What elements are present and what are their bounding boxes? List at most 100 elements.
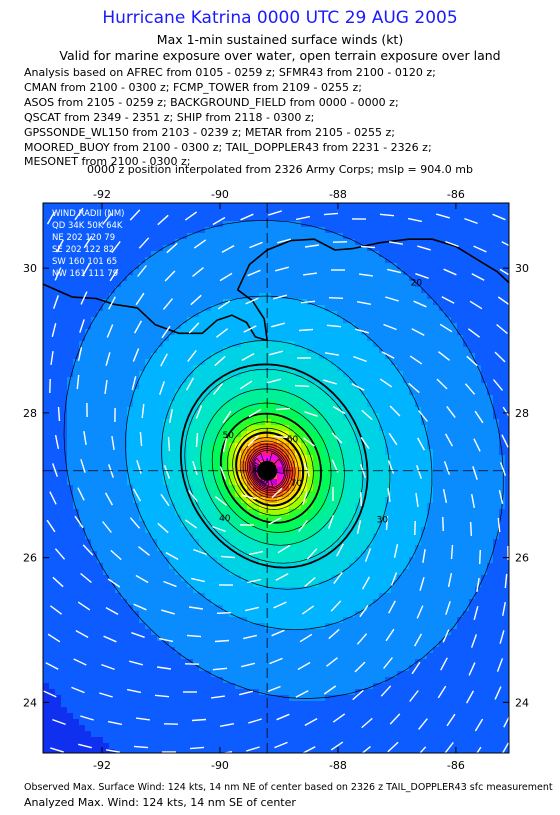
field-cell — [175, 425, 182, 432]
field-cell — [505, 293, 509, 300]
field-cell — [79, 227, 86, 234]
field-cell — [163, 389, 170, 396]
field-cell — [181, 413, 188, 420]
field-cell — [403, 359, 410, 366]
field-cell — [313, 389, 320, 396]
field-cell — [187, 275, 194, 282]
field-cell — [295, 323, 302, 330]
field-cell — [433, 443, 440, 450]
field-cell — [505, 347, 509, 354]
field-cell — [307, 467, 314, 474]
field-cell — [61, 305, 68, 312]
field-cell — [337, 473, 344, 480]
field-cell — [247, 407, 254, 414]
field-cell — [361, 251, 368, 258]
field-cell — [259, 371, 266, 378]
field-cell — [235, 245, 242, 252]
field-cell — [127, 239, 134, 246]
field-cell — [427, 233, 434, 240]
field-cell — [445, 389, 452, 396]
field-cell — [301, 371, 308, 378]
field-cell — [163, 365, 170, 372]
field-cell — [55, 491, 62, 498]
field-cell — [427, 311, 434, 318]
field-cell — [319, 323, 326, 330]
field-cell — [403, 431, 410, 438]
field-cell — [211, 533, 218, 540]
field-cell — [97, 557, 104, 564]
field-cell — [127, 455, 134, 462]
field-cell — [73, 281, 80, 288]
field-cell — [49, 485, 56, 492]
field-cell — [301, 311, 308, 318]
field-cell — [235, 569, 242, 576]
field-cell — [457, 389, 464, 396]
field-cell — [91, 581, 98, 588]
field-cell — [301, 395, 308, 402]
field-cell — [271, 215, 278, 222]
field-cell — [103, 581, 110, 588]
field-cell — [427, 209, 434, 216]
field-cell — [265, 575, 272, 582]
field-cell — [403, 347, 410, 354]
field-cell — [205, 209, 212, 216]
field-cell — [55, 311, 62, 318]
field-cell — [487, 533, 494, 540]
field-cell — [151, 287, 158, 294]
field-cell — [157, 293, 164, 300]
field-cell — [169, 515, 176, 522]
field-cell — [301, 437, 308, 444]
field-cell — [361, 263, 368, 270]
field-cell — [121, 269, 128, 276]
field-cell — [91, 551, 98, 558]
field-cell — [241, 533, 248, 540]
field-cell — [307, 245, 314, 252]
field-cell — [397, 305, 404, 312]
field-cell — [73, 575, 80, 582]
field-cell — [499, 305, 506, 312]
field-cell — [85, 287, 92, 294]
field-cell — [367, 425, 374, 432]
field-cell — [421, 341, 428, 348]
field-cell — [313, 209, 320, 216]
field-cell — [505, 425, 509, 432]
field-cell — [391, 209, 398, 216]
field-cell — [373, 569, 380, 576]
field-cell — [463, 281, 470, 288]
field-cell — [499, 335, 506, 342]
field-cell — [301, 347, 308, 354]
field-cell — [481, 527, 488, 534]
field-cell — [229, 503, 236, 510]
field-cell — [325, 449, 332, 456]
field-cell — [169, 521, 176, 528]
field-cell — [475, 221, 482, 228]
field-cell — [343, 203, 350, 210]
field-cell — [355, 323, 362, 330]
field-cell — [385, 437, 392, 444]
field-cell — [445, 557, 452, 564]
field-cell — [295, 317, 302, 324]
field-cell — [337, 479, 344, 486]
field-cell — [199, 245, 206, 252]
field-cell — [115, 497, 122, 504]
field-cell — [223, 305, 230, 312]
field-cell — [481, 209, 488, 216]
field-cell — [43, 353, 50, 360]
field-cell — [193, 425, 200, 432]
field-cell — [97, 431, 104, 438]
field-cell — [223, 323, 230, 330]
field-cell — [475, 377, 482, 384]
field-cell — [295, 293, 302, 300]
field-cell — [55, 533, 62, 540]
field-cell — [259, 545, 266, 552]
field-cell — [223, 377, 230, 384]
field-cell — [493, 275, 500, 282]
field-cell — [343, 377, 350, 384]
field-cell — [331, 215, 338, 222]
field-cell — [157, 545, 164, 552]
field-cell — [157, 227, 164, 234]
field-cell — [205, 269, 212, 276]
field-cell — [133, 353, 140, 360]
field-cell — [493, 563, 500, 570]
field-cell — [283, 461, 290, 468]
